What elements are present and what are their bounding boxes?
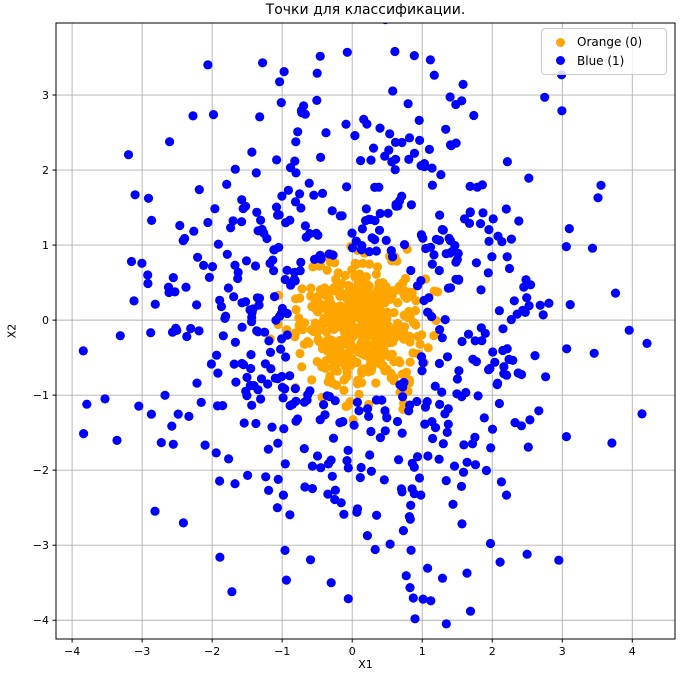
y-tick-label: −1 xyxy=(33,389,49,402)
tick-labels: −4 −3 −2 −1 0 1 2 3 4 −4 −3 −2 −1 0 1 2 3 xyxy=(33,89,636,658)
x-tick-label: 2 xyxy=(489,645,496,658)
y-tick-label: 3 xyxy=(42,89,49,102)
tick-marks xyxy=(52,94,633,643)
legend-item-blue: Blue (1) xyxy=(542,54,666,68)
x-tick-label: −2 xyxy=(204,645,220,658)
blue-marker-icon xyxy=(556,56,565,66)
legend-label-orange: Orange (0) xyxy=(577,35,643,50)
x-tick-label: −4 xyxy=(64,645,80,658)
legend-label-blue: Blue (1) xyxy=(577,53,625,68)
y-axis-label: X2 xyxy=(5,323,19,339)
x-tick-label: 3 xyxy=(559,645,566,658)
y-tick-label: −3 xyxy=(33,539,49,552)
x-tick-label: 1 xyxy=(419,645,426,658)
y-tick-label: −4 xyxy=(33,614,49,627)
points-root xyxy=(78,23,652,629)
orange-marker-icon xyxy=(556,37,565,47)
legend: Orange (0) Blue (1) xyxy=(541,28,667,75)
y-tick-label: −2 xyxy=(33,464,49,477)
y-tick-label: 1 xyxy=(42,239,49,252)
x-axis-label: X1 xyxy=(358,658,373,671)
x-tick-label: 0 xyxy=(349,645,356,658)
chart-title: Точки для классификации. xyxy=(265,2,466,18)
x-tick-label: −1 xyxy=(274,645,290,658)
x-tick-label: 4 xyxy=(629,645,636,658)
x-tick-label: −3 xyxy=(134,645,150,658)
y-tick-label: 2 xyxy=(42,164,49,177)
y-tick-label: 0 xyxy=(42,314,49,327)
blue-points-layer xyxy=(78,23,652,629)
legend-item-orange: Orange (0) xyxy=(542,35,666,49)
axes-spines xyxy=(55,22,676,640)
